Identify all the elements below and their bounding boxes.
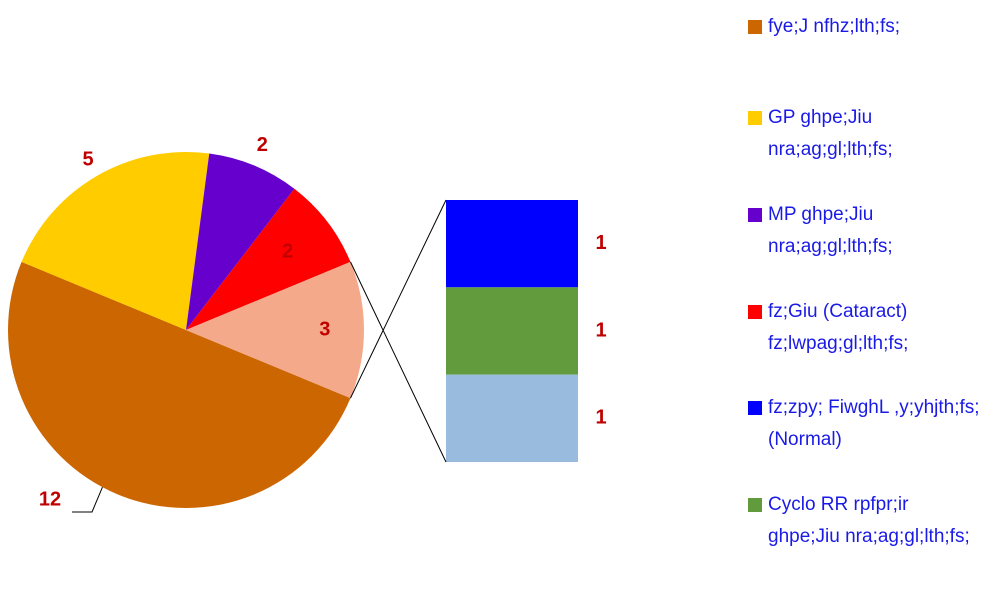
pie-slice [186, 153, 295, 330]
data-label: 1 [595, 232, 606, 254]
legend-swatch [748, 20, 762, 34]
data-label: 12 [39, 488, 61, 510]
connector-line [349, 261, 447, 463]
legend-label: fz;Giu (Cataract) fz;lwpag;gl;lth;fs; [768, 301, 909, 354]
legend-label: Cyclo RR rpfpr;ir ghpe;Jiu nra;ag;gl;lth… [768, 494, 970, 547]
legend-swatch [748, 111, 762, 125]
data-label: 1 [595, 319, 606, 341]
pie-slice [186, 188, 351, 330]
data-label: 2 [282, 240, 293, 262]
legend-swatch [748, 305, 762, 319]
data-label: 5 [83, 149, 94, 171]
legend-label: GP ghpe;Jiu nra;ag;gl;lth;fs; [768, 107, 893, 160]
pie-slice [186, 261, 364, 399]
data-label: 1 [595, 407, 606, 429]
bar-segment [446, 287, 578, 375]
bar-segment [446, 374, 578, 462]
bar-segment [446, 200, 578, 288]
legend-label: fz;zpy; FiwghL ,y;yhjth;fs; (Normal) [768, 397, 980, 450]
legend-swatch [748, 401, 762, 415]
connector-line [350, 199, 447, 399]
pie-slice [7, 261, 351, 509]
data-label: 3 [319, 318, 330, 340]
leader-line [72, 486, 103, 513]
legend-label: fye;J nfhz;lth;fs; [768, 16, 900, 37]
pie-slice [21, 151, 210, 330]
legend-swatch [748, 208, 762, 222]
legend-swatch [748, 498, 762, 512]
data-label: 2 [257, 134, 268, 156]
legend-label: MP ghpe;Jiu nra;ag;gl;lth;fs; [768, 204, 893, 257]
